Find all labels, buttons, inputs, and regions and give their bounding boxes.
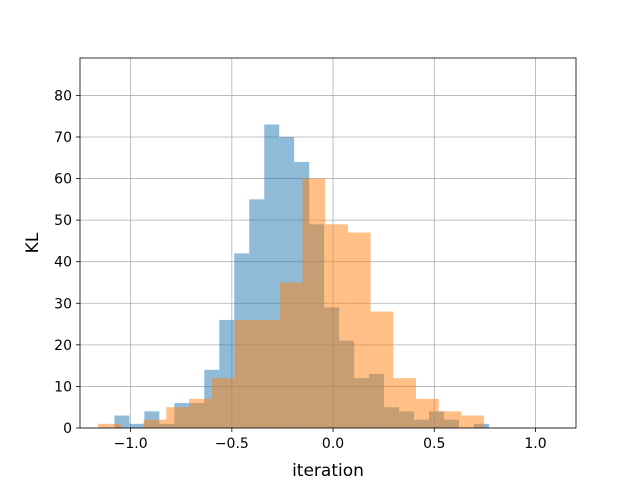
histogram-bar — [211, 378, 235, 428]
y-tick-label: 70 — [54, 130, 72, 146]
histogram-bar — [438, 411, 462, 428]
y-tick-label: 0 — [63, 421, 72, 437]
histogram-bar — [257, 319, 280, 428]
histogram-bar — [347, 232, 371, 428]
x-tick-label: −1.0 — [114, 436, 148, 452]
histogram-bar — [302, 178, 326, 428]
x-axis-label: iteration — [292, 461, 364, 480]
y-axis: 0 10 20 30 40 50 60 70 80 — [54, 88, 80, 437]
y-axis-label: KL — [23, 232, 43, 253]
histogram-bar — [370, 311, 394, 428]
y-tick-label: 60 — [54, 172, 72, 188]
histogram-bar — [393, 378, 416, 428]
y-tick-label: 10 — [54, 379, 72, 395]
histogram-bar — [166, 407, 189, 428]
histogram-series-2 — [98, 178, 485, 428]
y-tick-label: 20 — [54, 338, 72, 354]
x-axis: −1.0 −0.5 0.0 0.5 1.0 — [114, 428, 547, 452]
y-tick-label: 50 — [54, 213, 72, 229]
histogram-bar — [279, 282, 303, 428]
y-tick-label: 80 — [54, 88, 72, 104]
bars — [98, 124, 489, 429]
x-tick-label: −0.5 — [215, 436, 249, 452]
plot-frame — [79, 57, 577, 429]
histogram-bar — [188, 398, 212, 428]
x-tick-label: 1.0 — [524, 436, 546, 452]
histogram-bar — [98, 423, 121, 428]
histogram-bar — [415, 398, 439, 428]
histogram-bar — [234, 319, 258, 428]
histogram-bar — [129, 423, 145, 428]
y-tick-label: 40 — [54, 255, 72, 271]
x-tick-label: 0.5 — [423, 436, 445, 452]
histogram-bar — [325, 224, 348, 428]
y-tick-label: 30 — [54, 296, 72, 312]
histogram-bar — [143, 419, 167, 428]
histogram-bar — [461, 415, 485, 428]
x-tick-label: 0.0 — [322, 436, 344, 452]
